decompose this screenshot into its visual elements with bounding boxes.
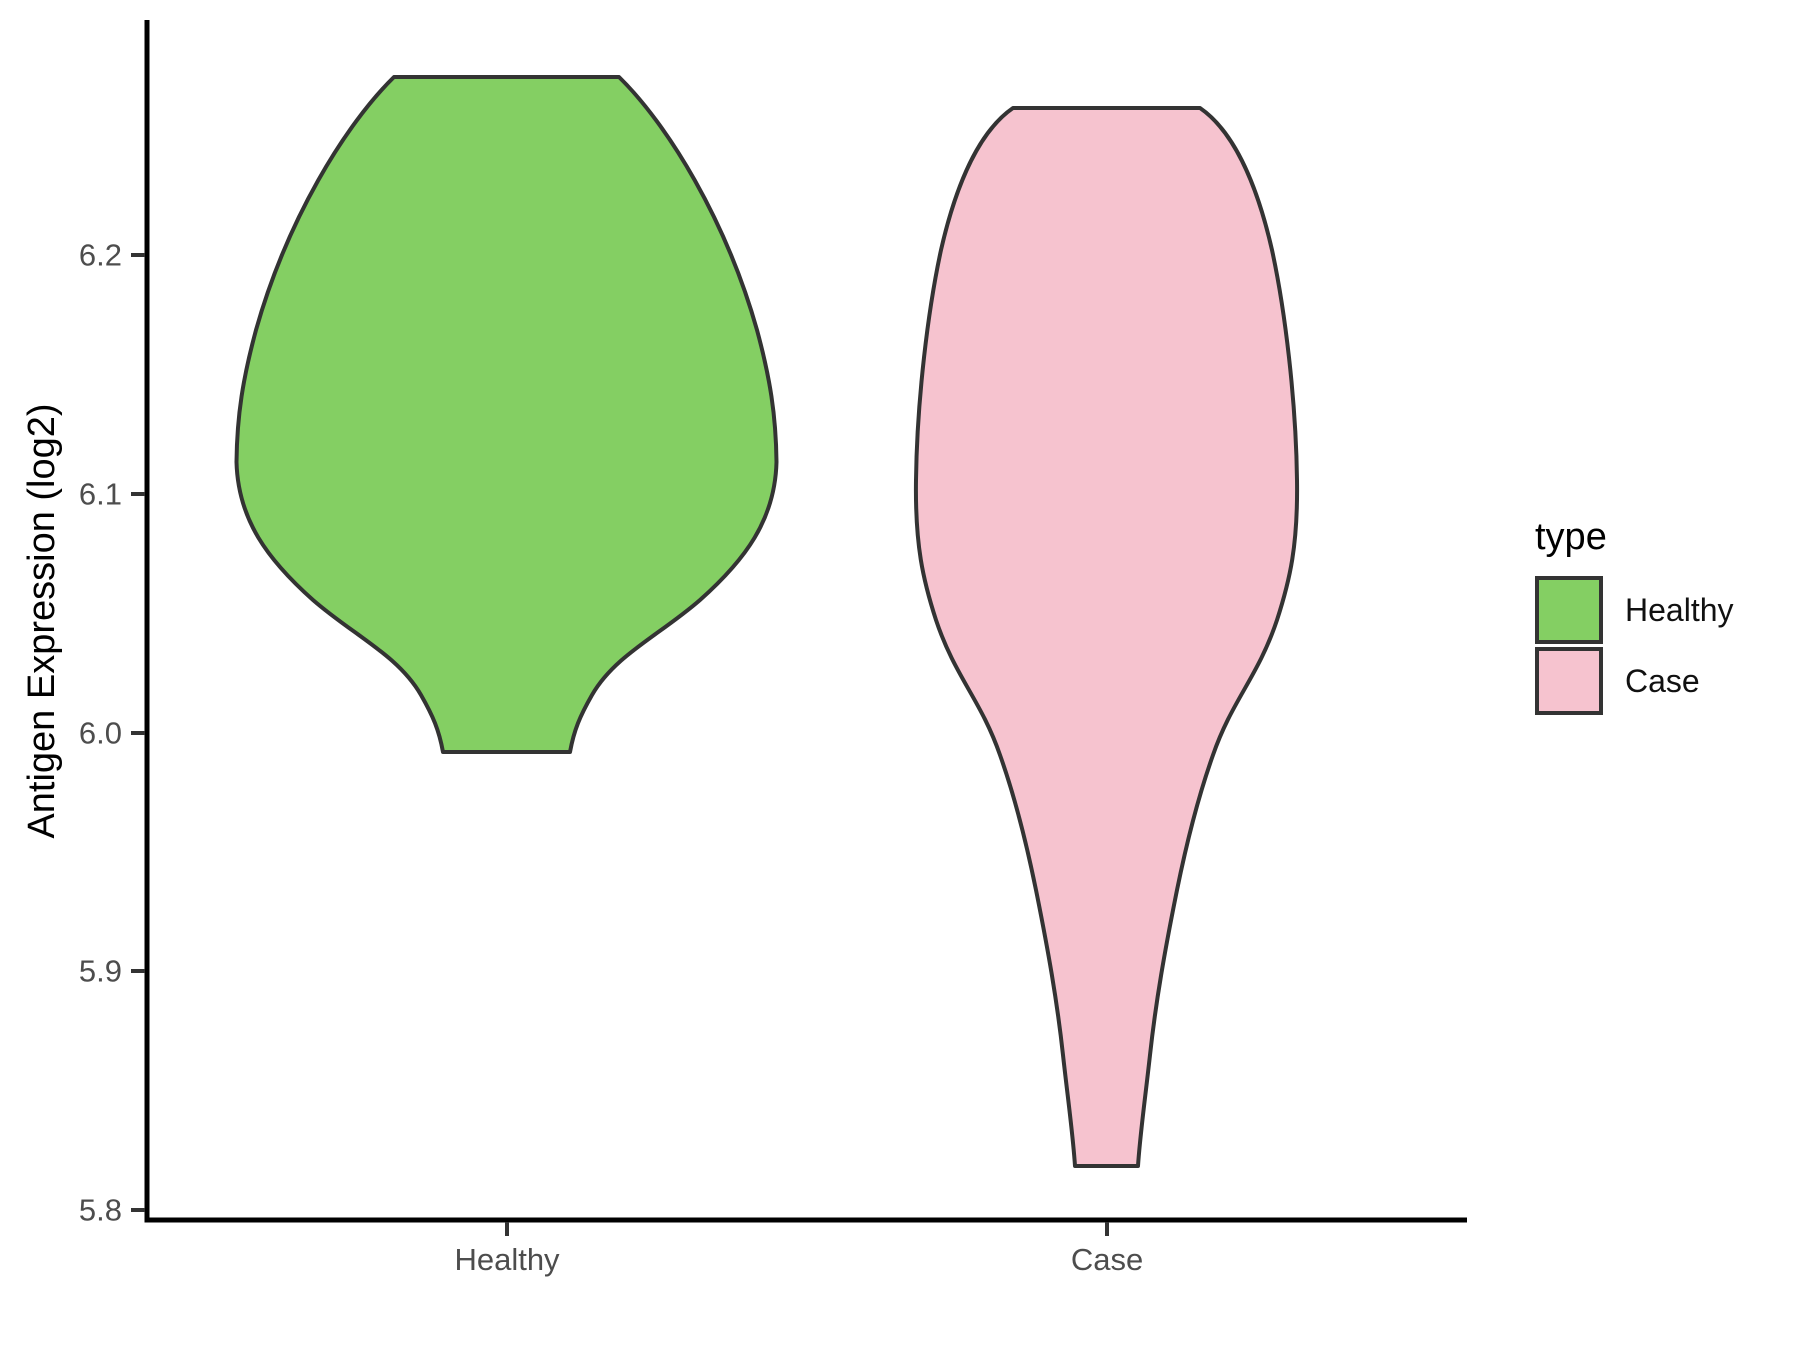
violin-healthy <box>234 75 779 754</box>
legend-title: type <box>1535 516 1607 558</box>
legend-swatch-case-icon <box>1535 647 1603 715</box>
legend-label-case: Case <box>1625 663 1700 699</box>
legend-swatch-healthy-icon <box>1535 576 1603 644</box>
y-tick-label-5.9: 5.9 <box>78 953 122 989</box>
legend-label-healthy: Healthy <box>1625 592 1734 628</box>
x-tick-label-case: Case <box>1070 1242 1144 1277</box>
violin-case <box>913 106 1300 1168</box>
x-tick-marks <box>505 1222 1109 1236</box>
y-tick-label-6.2: 6.2 <box>78 237 122 273</box>
y-tick-label-5.8: 5.8 <box>78 1192 122 1228</box>
y-tick-label-6.0: 6.0 <box>78 715 122 751</box>
y-axis-title: Antigen Expression (log2) <box>21 403 63 839</box>
y-tick-label-6.1: 6.1 <box>78 476 122 512</box>
legend: type Healthy Case <box>1535 518 1795 718</box>
y-tick-marks <box>131 253 145 1212</box>
legend-entry-healthy: Healthy <box>1535 576 1795 644</box>
x-tick-label-healthy: Healthy <box>454 1242 560 1277</box>
legend-entry-case: Case <box>1535 647 1795 715</box>
